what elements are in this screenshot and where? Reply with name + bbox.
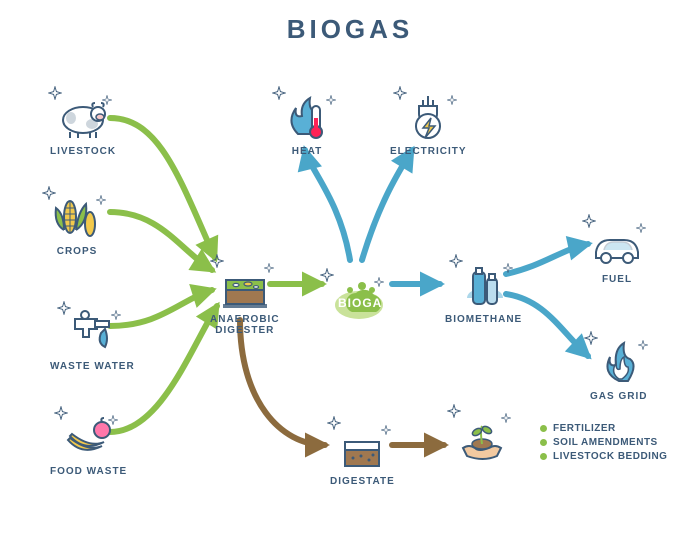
label-waste_water: WASTE WATER — [50, 361, 135, 372]
digestate-output-2: LIVESTOCK BEDDING — [540, 451, 667, 462]
bullet-dot-icon — [540, 425, 547, 432]
node-biogas_out: BIOGAS — [328, 272, 390, 328]
label-gas_grid: GAS GRID — [590, 391, 647, 402]
digester-icon — [218, 258, 272, 312]
edge-biogas-heat — [305, 150, 350, 260]
page-title: BIOGAS — [0, 14, 700, 45]
node-biomethane: BIOMETHANE — [445, 258, 522, 325]
hands-icon — [455, 408, 509, 462]
digestate-output-label-2: LIVESTOCK BEDDING — [553, 451, 667, 462]
node-gas_grid: GAS GRID — [590, 335, 647, 402]
node-digestate: DIGESTATE — [330, 420, 395, 487]
label-food_waste: FOOD WASTE — [50, 466, 127, 477]
edge-digester-digestate — [240, 320, 325, 445]
label-digester_out: ANAEROBICDIGESTER — [210, 314, 280, 336]
label-livestock: LIVESTOCK — [50, 146, 116, 157]
node-hands — [455, 408, 509, 462]
box-icon — [335, 420, 389, 474]
digestate-output-label-1: SOIL AMENDMENTS — [553, 437, 658, 448]
cow-icon — [56, 90, 110, 144]
edge-crops-digester — [110, 212, 212, 270]
label-digestate: DIGESTATE — [330, 476, 395, 487]
bullet-dot-icon — [540, 439, 547, 446]
label-crops: CROPS — [57, 246, 98, 257]
label-heat: HEAT — [292, 146, 322, 157]
edge-biogas-electricity — [362, 150, 412, 260]
digestate-output-1: SOIL AMENDMENTS — [540, 437, 667, 448]
car-icon — [590, 218, 644, 272]
edge-livestock-digester — [110, 118, 215, 258]
corn-icon — [50, 190, 104, 244]
bullet-dot-icon — [540, 453, 547, 460]
digestate-output-label-0: FERTILIZER — [553, 423, 616, 434]
label-fuel: FUEL — [602, 274, 632, 285]
node-digester_out: ANAEROBICDIGESTER — [210, 258, 280, 336]
tap-icon — [65, 305, 119, 359]
biogas-cloud-label: BIOGAS — [338, 296, 391, 310]
heat-icon — [280, 90, 334, 144]
node-fuel: FUEL — [590, 218, 644, 285]
node-electricity: ELECTRICITY — [390, 90, 467, 157]
node-heat: HEAT — [280, 90, 334, 157]
node-food_waste: FOOD WASTE — [50, 410, 127, 477]
digestate-outputs-list: FERTILIZER SOIL AMENDMENTS LIVESTOCK BEDDI… — [540, 420, 667, 465]
cloud-icon: BIOGAS — [328, 272, 390, 328]
node-livestock: LIVESTOCK — [50, 90, 116, 157]
node-crops: CROPS — [50, 190, 104, 257]
node-waste_water: WASTE WATER — [50, 305, 135, 372]
digestate-output-0: FERTILIZER — [540, 423, 667, 434]
plug-icon — [401, 90, 455, 144]
tanks-icon — [457, 258, 511, 312]
flame-icon — [592, 335, 646, 389]
label-biomethane: BIOMETHANE — [445, 314, 522, 325]
banana-icon — [62, 410, 116, 464]
label-electricity: ELECTRICITY — [390, 146, 467, 157]
